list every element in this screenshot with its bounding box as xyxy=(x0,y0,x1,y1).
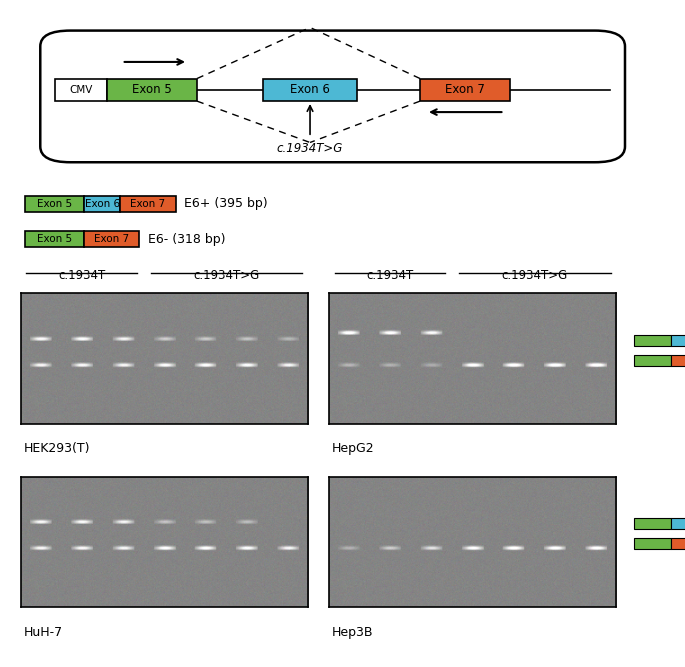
Text: Exon 6: Exon 6 xyxy=(290,83,330,96)
Text: HuH-7: HuH-7 xyxy=(24,626,63,638)
Text: CMV: CMV xyxy=(69,85,92,95)
Text: Exon 5: Exon 5 xyxy=(37,234,72,244)
Text: HEK293(T): HEK293(T) xyxy=(24,442,90,455)
FancyBboxPatch shape xyxy=(40,31,625,162)
Text: Exon 6: Exon 6 xyxy=(85,199,120,209)
Text: Exon 7: Exon 7 xyxy=(95,234,129,244)
Text: HepG2: HepG2 xyxy=(332,442,375,455)
Text: Exon 5: Exon 5 xyxy=(37,199,72,209)
Text: c.1934T: c.1934T xyxy=(367,269,414,282)
Text: c.1934T: c.1934T xyxy=(59,269,105,282)
FancyBboxPatch shape xyxy=(84,231,140,247)
Text: Exon 5: Exon 5 xyxy=(132,83,172,96)
Text: c.1934T>G: c.1934T>G xyxy=(501,269,567,282)
FancyBboxPatch shape xyxy=(55,79,107,101)
Text: E6+ (395 bp): E6+ (395 bp) xyxy=(184,197,268,211)
Text: c.1934T>G: c.1934T>G xyxy=(193,269,259,282)
FancyBboxPatch shape xyxy=(84,196,121,212)
FancyBboxPatch shape xyxy=(25,231,84,247)
Text: E6- (318 bp): E6- (318 bp) xyxy=(148,233,225,245)
FancyBboxPatch shape xyxy=(107,79,197,101)
Text: Exon 7: Exon 7 xyxy=(445,83,485,96)
FancyBboxPatch shape xyxy=(25,196,84,212)
Text: c.1934T>G: c.1934T>G xyxy=(277,142,343,155)
Text: Hep3B: Hep3B xyxy=(332,626,374,638)
FancyBboxPatch shape xyxy=(121,196,175,212)
FancyBboxPatch shape xyxy=(420,79,510,101)
FancyBboxPatch shape xyxy=(263,79,357,101)
Text: Exon 7: Exon 7 xyxy=(130,199,166,209)
